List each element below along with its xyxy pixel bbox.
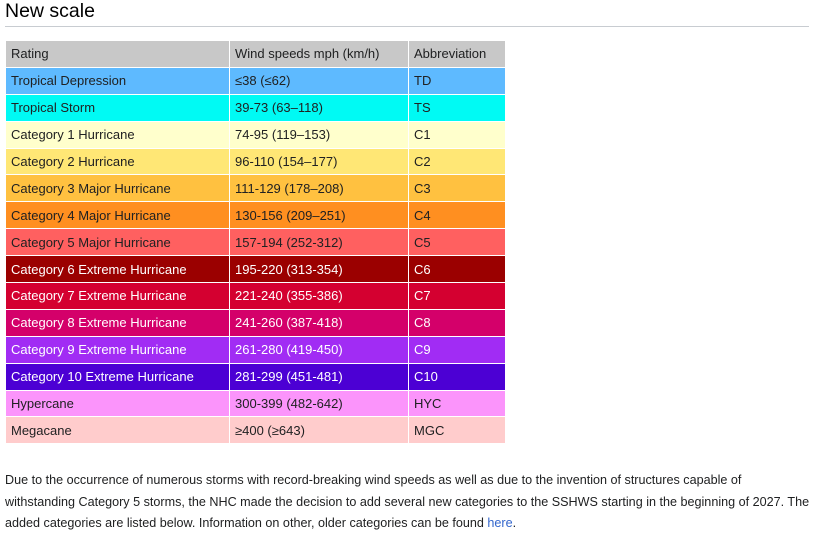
abbreviation-cell: C2 — [408, 147, 506, 176]
rating-cell: Megacane — [5, 416, 230, 445]
abbreviation-cell: C7 — [408, 282, 506, 310]
rating-cell: Hypercane — [5, 389, 230, 418]
wind-speed-cell: 261-280 (419-450) — [229, 335, 409, 364]
description-text: Due to the occurrence of numerous storms… — [5, 473, 810, 530]
table-row: Category 8 Extreme Hurricane 241-260 (387… — [5, 308, 506, 337]
abbreviation-cell: C6 — [408, 255, 506, 284]
wind-speed-cell: 111-129 (178–208) — [229, 174, 409, 203]
table-row: Category 4 Major Hurricane 130-156 (209–2… — [5, 201, 506, 230]
table-row: Category 7 Extreme Hurricane 221-240 (355… — [5, 282, 506, 310]
rating-cell: Category 7 Extreme Hurricane — [5, 282, 230, 310]
header-abbreviation: Abbreviation — [408, 40, 506, 68]
table-row: Category 6 Extreme Hurricane 195-220 (313… — [5, 255, 506, 284]
table-row: Category 3 Major Hurricane 111-129 (178–2… — [5, 174, 506, 203]
rating-cell: Category 4 Major Hurricane — [5, 201, 230, 230]
abbreviation-cell: TS — [408, 93, 506, 122]
wind-speed-cell: ≥400 (≥643) — [229, 416, 409, 445]
table-header-row: Rating Wind speeds mph (km/h) Abbreviati… — [5, 40, 506, 68]
rating-cell: Category 9 Extreme Hurricane — [5, 335, 230, 364]
abbreviation-cell: HYC — [408, 389, 506, 418]
abbreviation-cell: C8 — [408, 308, 506, 337]
abbreviation-cell: C9 — [408, 335, 506, 364]
rating-cell: Tropical Storm — [5, 93, 230, 122]
rating-cell: Category 2 Hurricane — [5, 147, 230, 176]
abbreviation-cell: C1 — [408, 120, 506, 149]
rating-cell: Category 1 Hurricane — [5, 120, 230, 149]
wind-speed-cell: 300-399 (482-642) — [229, 389, 409, 418]
section-title: New scale — [5, 0, 95, 22]
wind-speed-cell: 241-260 (387-418) — [229, 308, 409, 337]
hurricane-scale-table: Rating Wind speeds mph (km/h) Abbreviati… — [5, 40, 506, 445]
rating-cell: Category 8 Extreme Hurricane — [5, 308, 230, 337]
rating-cell: Category 3 Major Hurricane — [5, 174, 230, 203]
header-wind-speeds: Wind speeds mph (km/h) — [229, 40, 409, 68]
abbreviation-cell: C4 — [408, 201, 506, 230]
table-row: Category 2 Hurricane 96-110 (154–177) C2 — [5, 147, 506, 176]
table-row: Tropical Depression ≤38 (≤62) TD — [5, 66, 506, 95]
wind-speed-cell: 74-95 (119–153) — [229, 120, 409, 149]
wind-speed-cell: 96-110 (154–177) — [229, 147, 409, 176]
abbreviation-cell: TD — [408, 66, 506, 95]
wind-speed-cell: 221-240 (355-386) — [229, 282, 409, 310]
rating-cell: Tropical Depression — [5, 66, 230, 95]
rating-cell: Category 5 Major Hurricane — [5, 228, 230, 257]
table-row: Category 1 Hurricane 74-95 (119–153) C1 — [5, 120, 506, 149]
header-rating: Rating — [5, 40, 230, 68]
wind-speed-cell: ≤38 (≤62) — [229, 66, 409, 95]
table-row: Category 9 Extreme Hurricane 261-280 (419… — [5, 335, 506, 364]
abbreviation-cell: MGC — [408, 416, 506, 445]
abbreviation-cell: C10 — [408, 362, 506, 391]
wind-speed-cell: 39-73 (63–118) — [229, 93, 409, 122]
wind-speed-cell: 195-220 (313-354) — [229, 255, 409, 284]
abbreviation-cell: C5 — [408, 228, 506, 257]
here-link[interactable]: here — [487, 516, 513, 530]
table-row: Tropical Storm 39-73 (63–118) TS — [5, 93, 506, 122]
abbreviation-cell: C3 — [408, 174, 506, 203]
wind-speed-cell: 157-194 (252-312) — [229, 228, 409, 257]
wind-speed-cell: 281-299 (451-481) — [229, 362, 409, 391]
rating-cell: Category 10 Extreme Hurricane — [5, 362, 230, 391]
section-heading: New scale — [5, 0, 809, 27]
wind-speed-cell: 130-156 (209–251) — [229, 201, 409, 230]
table-row: Category 5 Major Hurricane 157-194 (252-3… — [5, 228, 506, 257]
table-row: Hypercane 300-399 (482-642) HYC — [5, 389, 506, 418]
scale-description: Due to the occurrence of numerous storms… — [5, 470, 811, 535]
description-end: . — [512, 516, 517, 530]
table-row: Category 10 Extreme Hurricane 281-299 (45… — [5, 362, 506, 391]
rating-cell: Category 6 Extreme Hurricane — [5, 255, 230, 284]
table-row: Megacane ≥400 (≥643) MGC — [5, 416, 506, 445]
